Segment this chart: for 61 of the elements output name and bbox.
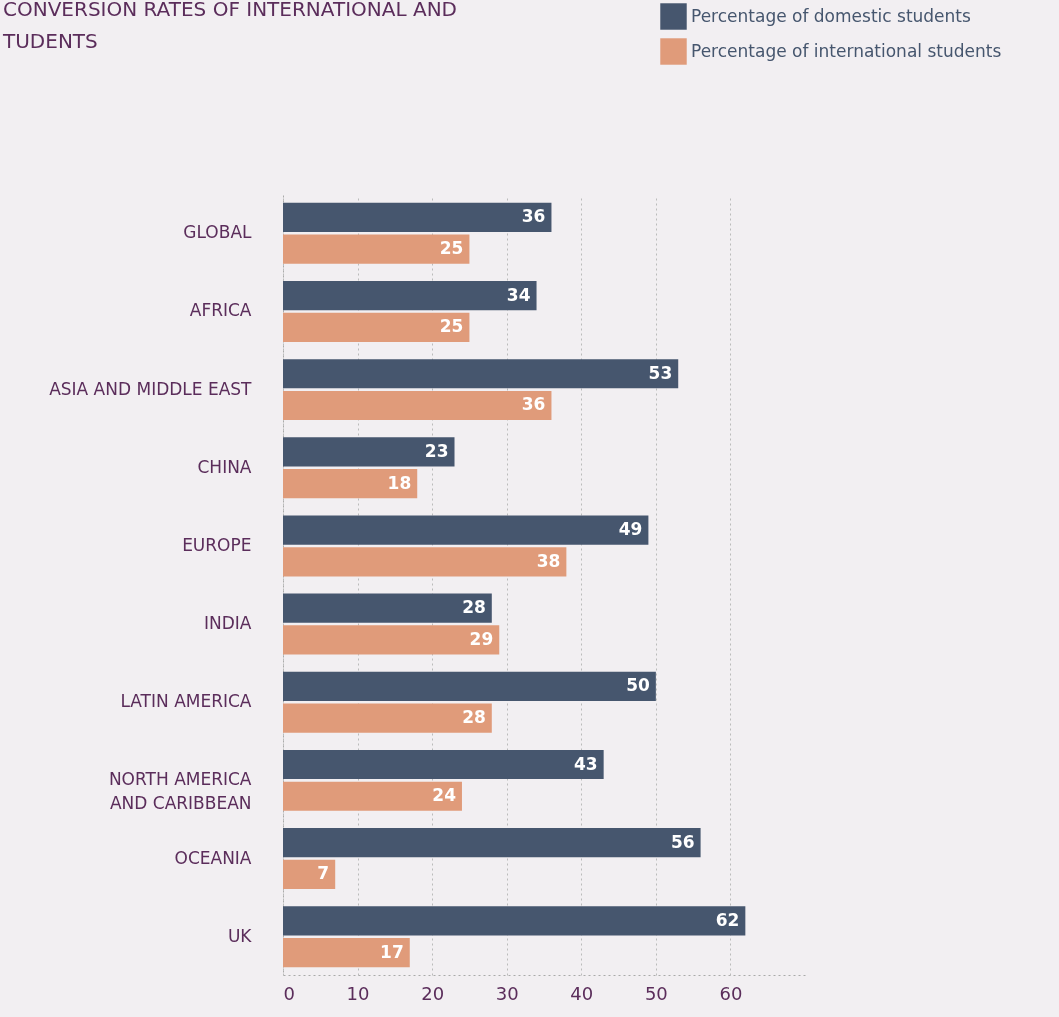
x-tick-label: 60 <box>719 982 743 1004</box>
bar <box>283 671 656 701</box>
bar <box>283 280 537 311</box>
y-tick-label: EUROPE <box>182 534 252 555</box>
bar <box>283 469 418 499</box>
data-label: 38 <box>536 550 561 571</box>
text: TUDENTS <box>3 29 98 53</box>
bar <box>283 234 470 264</box>
data-label: 23 <box>424 440 449 461</box>
bar <box>283 515 649 545</box>
y-tick-label: INDIA <box>204 613 252 634</box>
y-tick-label: OCEANIA <box>174 847 252 868</box>
data-label: 53 <box>648 362 673 383</box>
bar <box>283 593 492 623</box>
data-label: 24 <box>432 785 457 806</box>
bar <box>283 359 679 389</box>
legend-label: Percentage of international students <box>691 40 1002 61</box>
x-tick-label: 10 <box>346 982 370 1004</box>
data-label: 43 <box>573 753 598 774</box>
data-label: 34 <box>506 284 531 305</box>
bar <box>283 937 410 968</box>
bar <box>283 390 552 421</box>
y-tick-label: GLOBAL <box>183 222 253 243</box>
data-label: 36 <box>521 394 546 415</box>
data-label: 28 <box>462 707 486 728</box>
data-label: 56 <box>670 831 695 852</box>
y-tick-label: ASIA AND MIDDLE EAST <box>49 378 253 399</box>
bar <box>283 202 552 233</box>
bar <box>283 781 462 811</box>
data-label: 7 <box>317 863 330 884</box>
data-label: 18 <box>387 472 412 493</box>
data-label: 25 <box>439 238 464 259</box>
y-tick-label: NORTH AMERICA AND CARIBBEAN <box>108 769 252 814</box>
x-tick-label: 0 <box>283 982 295 1004</box>
bar <box>283 859 336 890</box>
data-label: 50 <box>626 675 651 696</box>
bar <box>283 906 746 936</box>
bar <box>283 703 492 733</box>
data-label: 49 <box>618 519 643 540</box>
bar <box>283 437 455 467</box>
y-tick-label: CHINA <box>197 456 252 477</box>
bar <box>283 749 604 780</box>
bar <box>283 828 701 858</box>
bar <box>283 312 470 342</box>
data-label: 28 <box>462 597 486 618</box>
x-tick-label: 20 <box>421 982 445 1004</box>
x-tick-label: 30 <box>495 982 519 1004</box>
data-label: 29 <box>469 628 494 649</box>
y-tick-label: LATIN AMERICA <box>120 691 252 712</box>
y-tick-label: UK <box>227 925 253 946</box>
data-label: 17 <box>380 941 404 962</box>
data-label: 25 <box>439 316 464 337</box>
data-label: 62 <box>715 909 740 930</box>
bar <box>283 547 567 577</box>
legend-label: Percentage of domestic students <box>691 5 972 26</box>
text: CONVERSION RATES OF INTERNATIONAL AND <box>3 0 458 21</box>
data-label: 36 <box>521 206 546 227</box>
y-tick-label: AFRICA <box>189 300 252 321</box>
bar <box>283 625 500 655</box>
x-tick-label: 50 <box>644 982 668 1004</box>
x-tick-label: 40 <box>570 982 594 1004</box>
